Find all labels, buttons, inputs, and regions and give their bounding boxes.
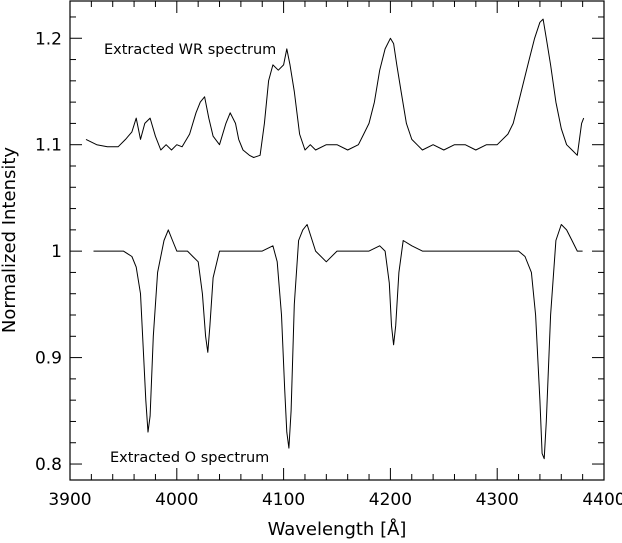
o-spectrum-label: Extracted O spectrum (110, 450, 269, 466)
plot-frame (69, 0, 605, 481)
x-axis-title: Wavelength [Å] (268, 518, 407, 540)
x-tick-label: 4200 (369, 490, 412, 510)
wr-spectrum-line (85, 18, 585, 158)
y-axis-title: Normalized Intensity (0, 147, 20, 333)
spectrum-lines (85, 18, 585, 460)
y-tick-label: 0.9 (35, 349, 62, 369)
wr-spectrum-label: Extracted WR spectrum (104, 42, 276, 58)
x-tick-label: 4000 (155, 490, 198, 510)
x-tick-label: 3900 (48, 490, 91, 510)
axis-tick-labels: 3900 4000 4100 4200 4300 4400 0.8 0.9 1 1.1 1.2 (35, 29, 622, 510)
axis-ticks (69, 1, 605, 480)
y-tick-label: 1.1 (35, 136, 62, 156)
y-tick-label: 0.8 (35, 455, 62, 475)
x-tick-label: 4100 (262, 490, 305, 510)
o-spectrum-line (93, 224, 583, 460)
x-tick-label: 4300 (476, 490, 519, 510)
x-tick-label: 4400 (582, 490, 622, 510)
y-tick-label: 1.2 (35, 29, 62, 49)
y-tick-label: 1 (51, 242, 62, 262)
